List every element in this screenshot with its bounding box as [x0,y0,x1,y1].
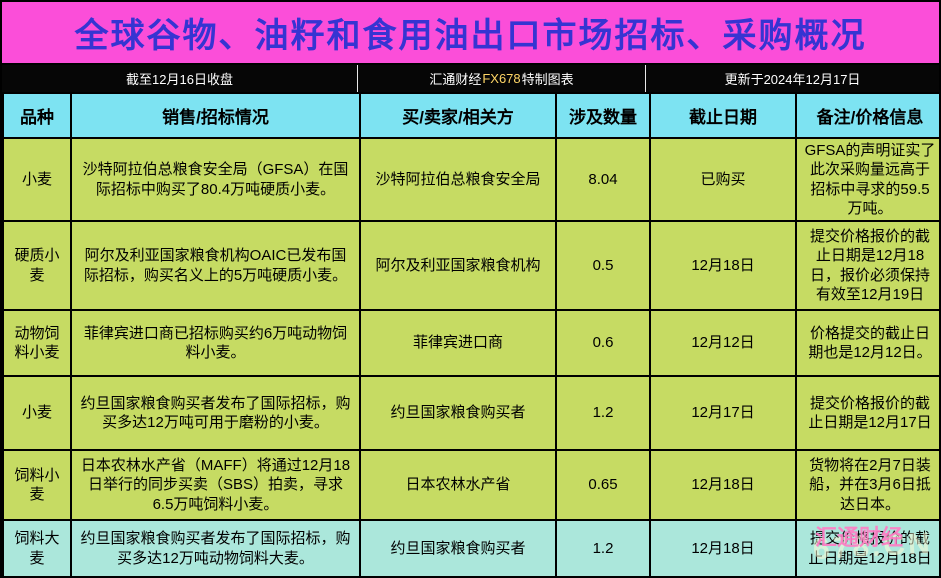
table-row: 小麦 约旦国家粮食购买者发布了国际招标，购买多达12万吨可用于磨粉的小麦。 约旦… [2,375,939,451]
header-row: 品种 销售/招标情况 买/卖家/相关方 涉及数量 截止日期 备注/价格信息 [2,92,939,139]
cell-quantity: 0.6 [555,309,651,377]
cell-notes: 提交价格报价的截止日期是12月18日 [795,519,939,576]
table-row: 饲料小麦 日本农林水产省（MAFF）将通过12月18日举行的同步买卖（SBS）拍… [2,449,939,521]
cell-variety: 硬质小麦 [2,220,72,311]
table-row: 小麦 沙特阿拉伯总粮食安全局（GFSA）在国际招标中购买了80.4万吨硬质小麦。… [2,137,939,222]
cell-deadline: 已购买 [649,137,797,222]
cell-variety: 饲料小麦 [2,449,72,521]
cell-sale-tender: 约旦国家粮食购买者发布了国际招标，购买多达12万吨可用于磨粉的小麦。 [70,375,361,451]
col-header-variety: 品种 [2,92,72,139]
cell-notes: 货物将在2月7日装船，并在3月6日抵达日本。 [795,449,939,521]
cell-variety: 小麦 [2,137,72,222]
cell-sale-tender: 阿尔及利亚国家粮食机构OAIC已发布国际招标，购买名义上的5万吨硬质小麦。 [70,220,361,311]
info-source: 汇通财经 FX678 特制图表 [358,65,646,92]
cell-deadline: 12月18日 [649,449,797,521]
col-header-quantity: 涉及数量 [555,92,651,139]
cell-deadline: 12月18日 [649,220,797,311]
cell-party: 日本农林水产省 [359,449,557,521]
table-row: 饲料大麦 约旦国家粮食购买者发布了国际招标，购买多达12万吨动物饲料大麦。 约旦… [2,519,939,576]
info-asof-date: 截至12月16日收盘 [2,65,358,92]
cell-notes: GFSA的声明证实了此次采购量远高于招标中寻求的59.5万吨。 [795,137,939,222]
col-header-sale-tender: 销售/招标情况 [70,92,361,139]
cell-sale-tender: 约旦国家粮食购买者发布了国际招标，购买多达12万吨动物饲料大麦。 [70,519,361,576]
info-updated-date: 更新于2024年12月17日 [724,72,861,87]
cell-party: 沙特阿拉伯总粮食安全局 [359,137,557,222]
cell-party: 菲律宾进口商 [359,309,557,377]
cell-notes: 价格提交的截止日期也是12月12日。 [795,309,939,377]
cell-deadline: 12月18日 [649,519,797,576]
table-row: 动物饲料小麦 菲律宾进口商已招标购买约6万吨动物饲料小麦。 菲律宾进口商 0.6… [2,309,939,377]
cell-quantity: 8.04 [555,137,651,222]
cell-quantity: 0.65 [555,449,651,521]
cell-quantity: 1.2 [555,375,651,451]
cell-party: 约旦国家粮食购买者 [359,375,557,451]
brand-fx678: FX678 [482,71,521,86]
cell-quantity: 0.5 [555,220,651,311]
cell-variety: 饲料大麦 [2,519,72,576]
col-header-deadline: 截止日期 [649,92,797,139]
cell-quantity: 1.2 [555,519,651,576]
cell-variety: 小麦 [2,375,72,451]
table-row: 硬质小麦 阿尔及利亚国家粮食机构OAIC已发布国际招标，购买名义上的5万吨硬质小… [2,220,939,311]
cell-variety: 动物饲料小麦 [2,309,72,377]
cell-deadline: 12月17日 [649,375,797,451]
cell-notes: 提交价格报价的截止日期是12月17日 [795,375,939,451]
info-source-suffix: 特制图表 [521,72,574,87]
cell-sale-tender: 沙特阿拉伯总粮食安全局（GFSA）在国际招标中购买了80.4万吨硬质小麦。 [70,137,361,222]
page-title: 全球谷物、油籽和食用油出口市场招标、采购概况 [2,2,939,65]
cell-party: 阿尔及利亚国家粮食机构 [359,220,557,311]
cell-deadline: 12月12日 [649,309,797,377]
cell-notes: 提交价格报价的截止日期是12月18日，报价必须保持有效至12月19日 [795,220,939,311]
cell-sale-tender: 菲律宾进口商已招标购买约6万吨动物饲料小麦。 [70,309,361,377]
col-header-party: 买/卖家/相关方 [359,92,557,139]
tender-table: 品种 销售/招标情况 买/卖家/相关方 涉及数量 截止日期 备注/价格信息 小麦… [2,92,939,576]
cell-party: 约旦国家粮食购买者 [359,519,557,576]
info-bar: 截至12月16日收盘 汇通财经 FX678 特制图表 更新于2024年12月17日 [2,65,939,92]
cell-sale-tender: 日本农林水产省（MAFF）将通过12月18日举行的同步买卖（SBS）拍卖，寻求6… [70,449,361,521]
col-header-notes: 备注/价格信息 [795,92,939,139]
info-source-prefix: 汇通财经 [429,72,482,87]
